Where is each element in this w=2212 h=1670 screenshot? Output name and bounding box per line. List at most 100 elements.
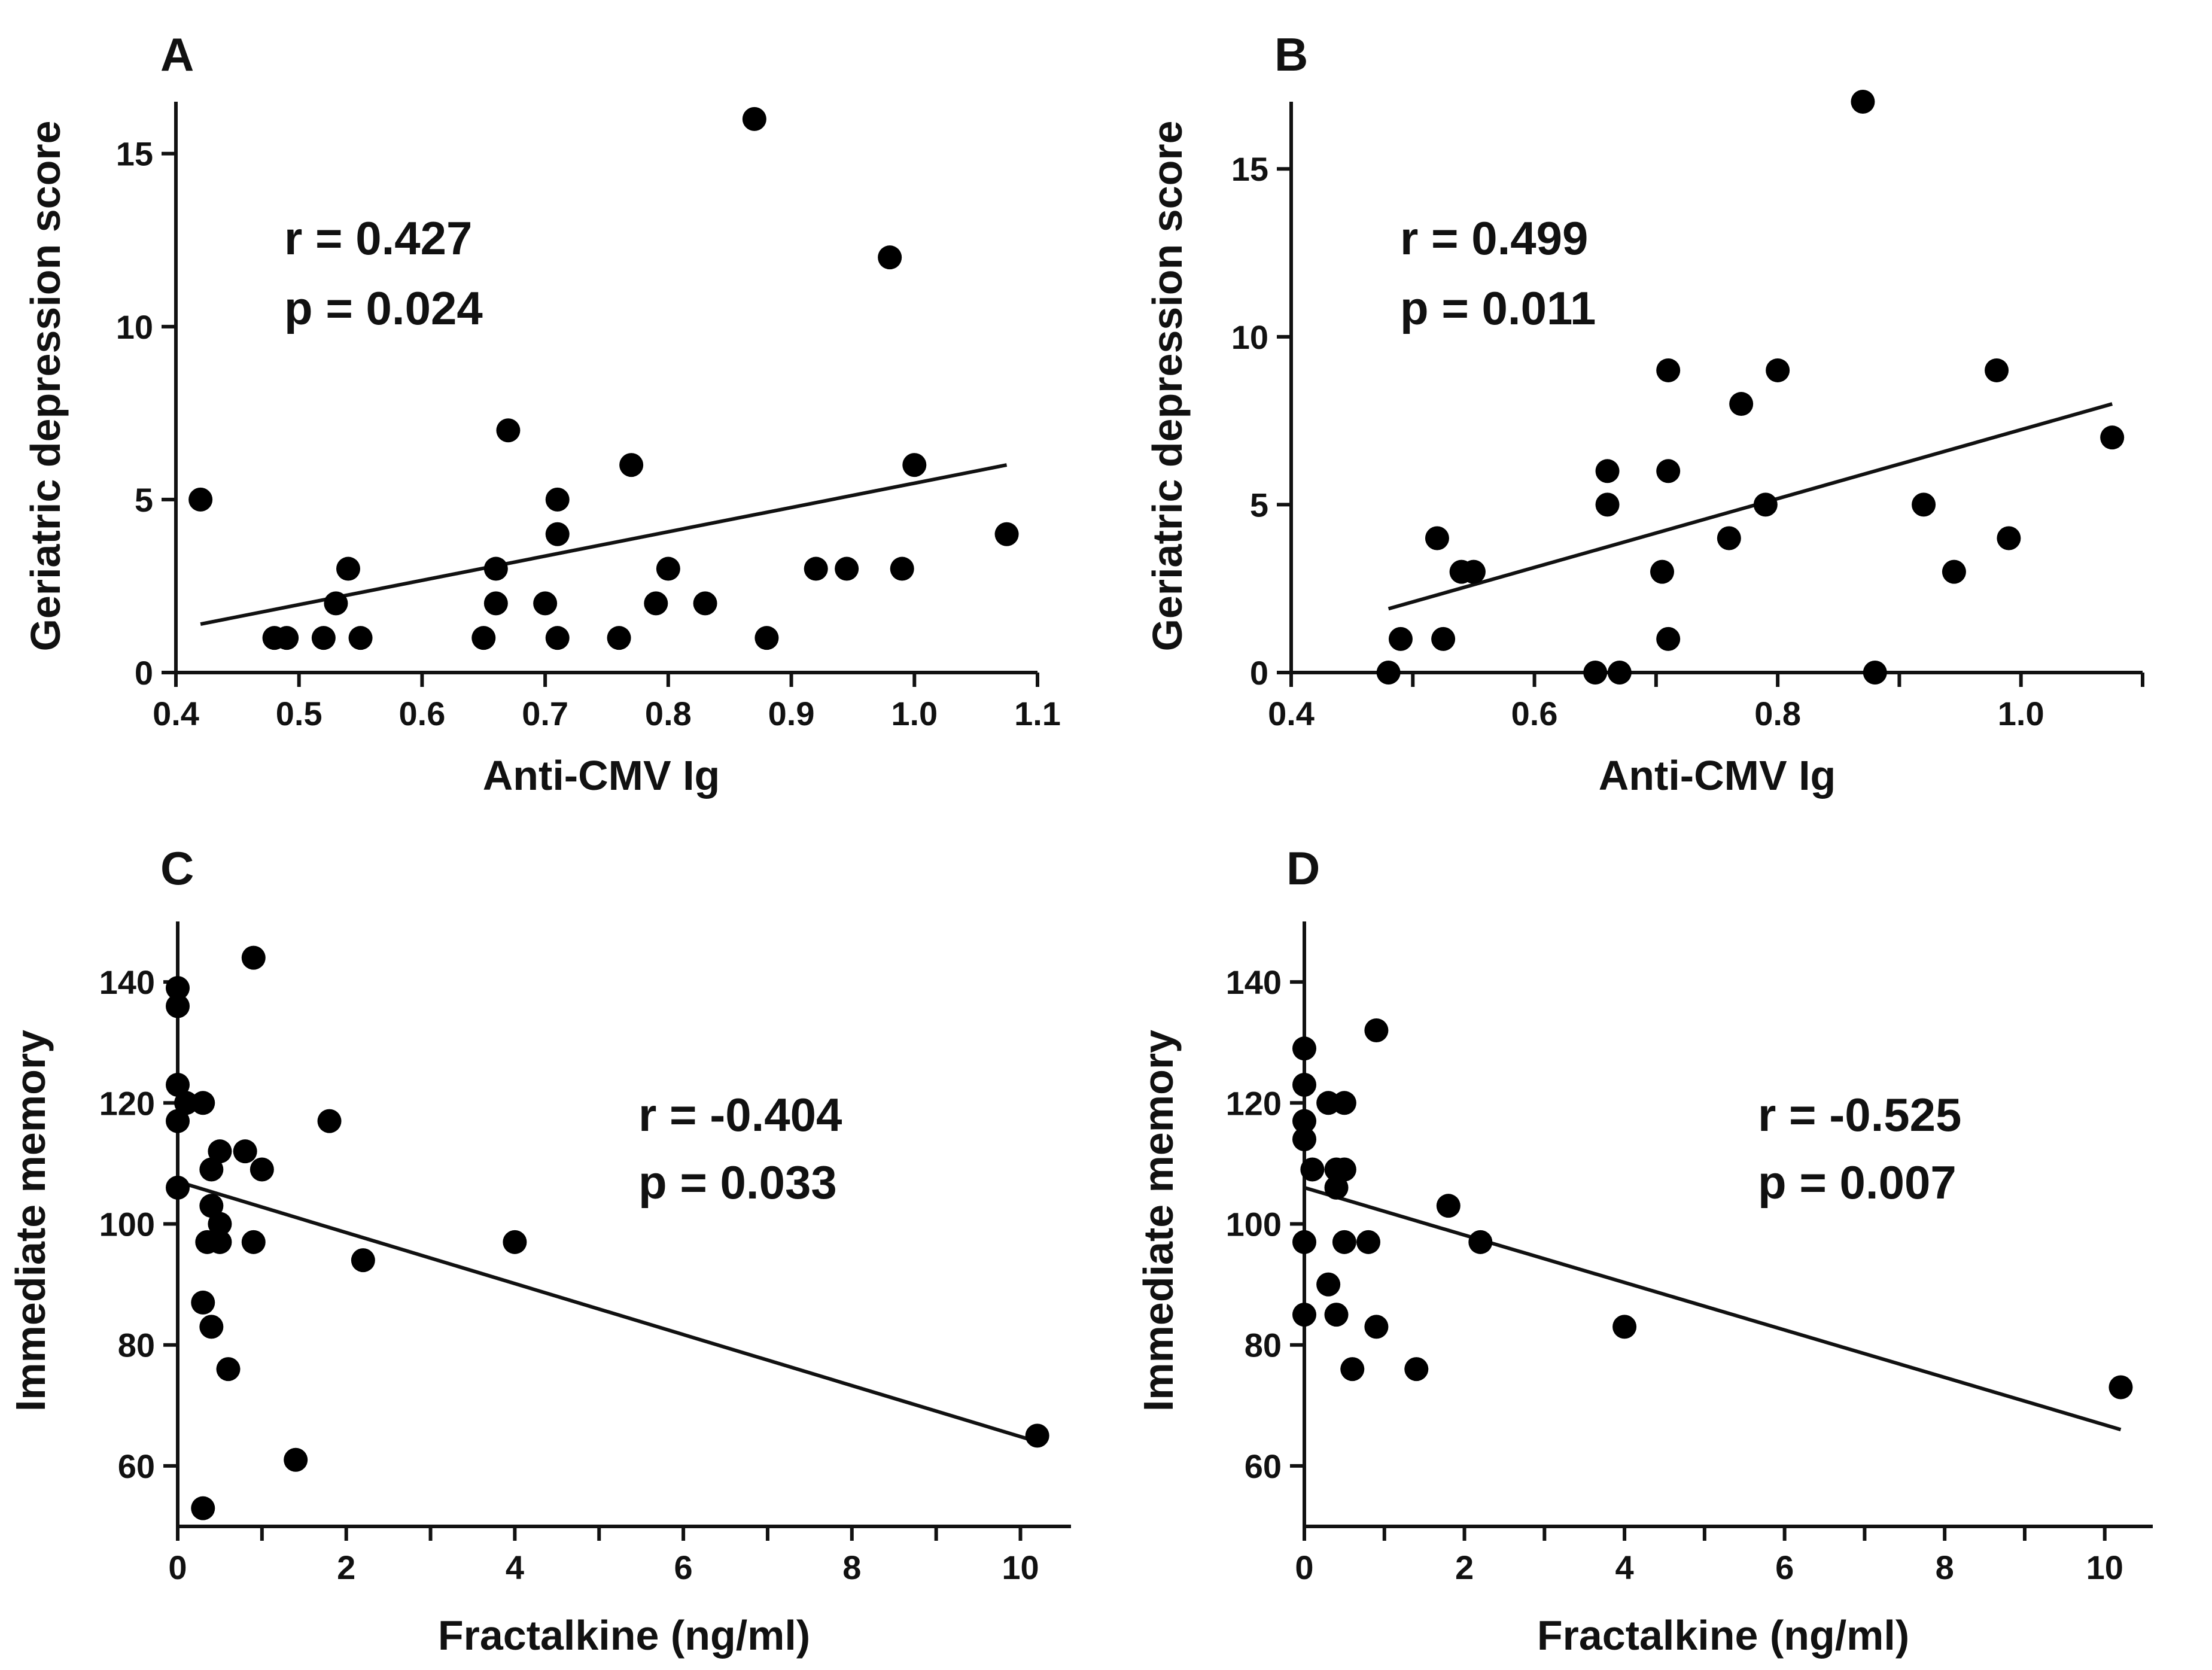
x-axis-label: Anti-CMV Ig (1599, 752, 1836, 799)
x-tick-label: 1.0 (1998, 695, 2044, 732)
data-point (619, 453, 644, 477)
data-point (1431, 626, 1456, 651)
p-value: p = 0.024 (284, 282, 483, 334)
x-tick-label: 0 (1295, 1549, 1313, 1586)
data-point (1595, 492, 1620, 517)
data-point (241, 945, 266, 970)
correlation-r: r = -0.404 (638, 1088, 842, 1141)
data-point (191, 1496, 215, 1520)
panel-letter-d: D (1286, 842, 1320, 895)
data-point (216, 1357, 241, 1382)
data-point (1863, 661, 1887, 685)
data-point (1912, 492, 1936, 517)
data-point (1766, 358, 1790, 382)
data-point (754, 626, 779, 650)
y-tick-label: 60 (118, 1447, 155, 1485)
data-point (208, 1230, 232, 1254)
data-point (1942, 559, 1966, 584)
y-tick-label: 5 (135, 481, 153, 519)
y-axis-label: Geriatric depression score (22, 120, 69, 651)
data-point (348, 626, 373, 650)
p-value: p = 0.011 (1400, 282, 1596, 334)
data-point (545, 487, 570, 512)
data-point (1717, 526, 1741, 550)
data-point (1292, 1230, 1316, 1254)
x-tick-label: 0.9 (768, 695, 815, 732)
y-tick-label: 100 (1226, 1206, 1282, 1243)
y-tick-label: 140 (1226, 963, 1282, 1001)
x-tick-label: 0.5 (276, 695, 322, 732)
y-axis-label: Immediate memory (1135, 1030, 1182, 1412)
data-point (1425, 526, 1449, 550)
data-point (166, 1175, 190, 1200)
data-point (1364, 1018, 1389, 1042)
x-tick-label: 0.7 (522, 695, 568, 732)
data-point (890, 556, 914, 581)
y-tick-label: 100 (99, 1206, 155, 1243)
data-point (902, 453, 927, 477)
data-point (166, 1072, 190, 1097)
data-point (208, 1139, 232, 1164)
x-tick-label: 0.8 (645, 695, 692, 732)
data-point (545, 522, 570, 546)
y-tick-label: 140 (99, 963, 155, 1001)
x-axis-label: Fractalkine (ng/ml) (1537, 1612, 1909, 1659)
regression-line (177, 1179, 1038, 1444)
data-point (1292, 1036, 1316, 1061)
panel-d: D 0 2 4 6 8 10 60 80 100 120 140 Fractalkine (ng/ml)… (1135, 842, 2153, 1659)
data-point (1292, 1303, 1316, 1327)
data-point (1612, 1315, 1637, 1339)
x-tick-label: 0.8 (1754, 695, 1801, 732)
data-point (2100, 425, 2125, 450)
y-tick-label: 80 (1245, 1327, 1282, 1364)
x-tick-label: 10 (1002, 1549, 1039, 1586)
y-tick-label: 0 (135, 654, 153, 692)
data-point (1332, 1091, 1356, 1115)
data-point (199, 1194, 224, 1218)
data-point (351, 1248, 375, 1273)
x-tick-label: 6 (674, 1549, 693, 1586)
data-point (1332, 1157, 1356, 1182)
data-point (1404, 1357, 1429, 1382)
data-point (1583, 661, 1608, 685)
x-tick-label: 2 (1455, 1549, 1474, 1586)
data-point (804, 556, 828, 581)
data-point (1364, 1315, 1389, 1339)
x-tick-label: 1.1 (1014, 695, 1061, 732)
data-point (835, 556, 859, 581)
panel-b: B 0.4 0.6 0.8 1.0 0 5 10 15 Anti-CMV Ig Geriatric … (1144, 28, 2144, 799)
data-point (1436, 1194, 1461, 1218)
x-tick-label: 0 (168, 1549, 187, 1586)
data-point (191, 1091, 215, 1115)
x-tick-label: 0.4 (153, 695, 199, 732)
data-point (496, 418, 521, 443)
panel-letter-c: C (160, 842, 194, 895)
y-tick-label: 0 (1250, 654, 1268, 692)
data-point (533, 591, 558, 616)
panel-a: A 0.4 0.5 0.6 0.7 0.8 0.9 1.0 1.1 0 5 10 15 Anti-CMV … (22, 28, 1061, 799)
data-point (317, 1109, 342, 1133)
data-point (1656, 626, 1681, 651)
data-point (1985, 358, 2009, 382)
data-point (188, 487, 213, 512)
panel-letter-a: A (160, 28, 194, 81)
x-tick-label: 0.4 (1268, 695, 1315, 732)
data-point (166, 1109, 190, 1133)
data-point (284, 1447, 308, 1472)
data-point (199, 1157, 224, 1182)
data-point (166, 994, 190, 1018)
x-tick-label: 6 (1775, 1549, 1794, 1586)
regression-line (1388, 402, 2113, 611)
data-point (275, 626, 299, 650)
data-point (878, 245, 902, 270)
data-point (483, 556, 508, 581)
x-tick-label: 4 (1615, 1549, 1634, 1586)
data-point (1300, 1157, 1325, 1182)
data-point (1324, 1175, 1349, 1200)
data-point (1656, 459, 1681, 483)
correlation-r: r = 0.499 (1400, 212, 1588, 264)
data-point (1595, 459, 1620, 483)
correlation-r: r = 0.427 (284, 212, 472, 264)
data-point (324, 591, 348, 616)
